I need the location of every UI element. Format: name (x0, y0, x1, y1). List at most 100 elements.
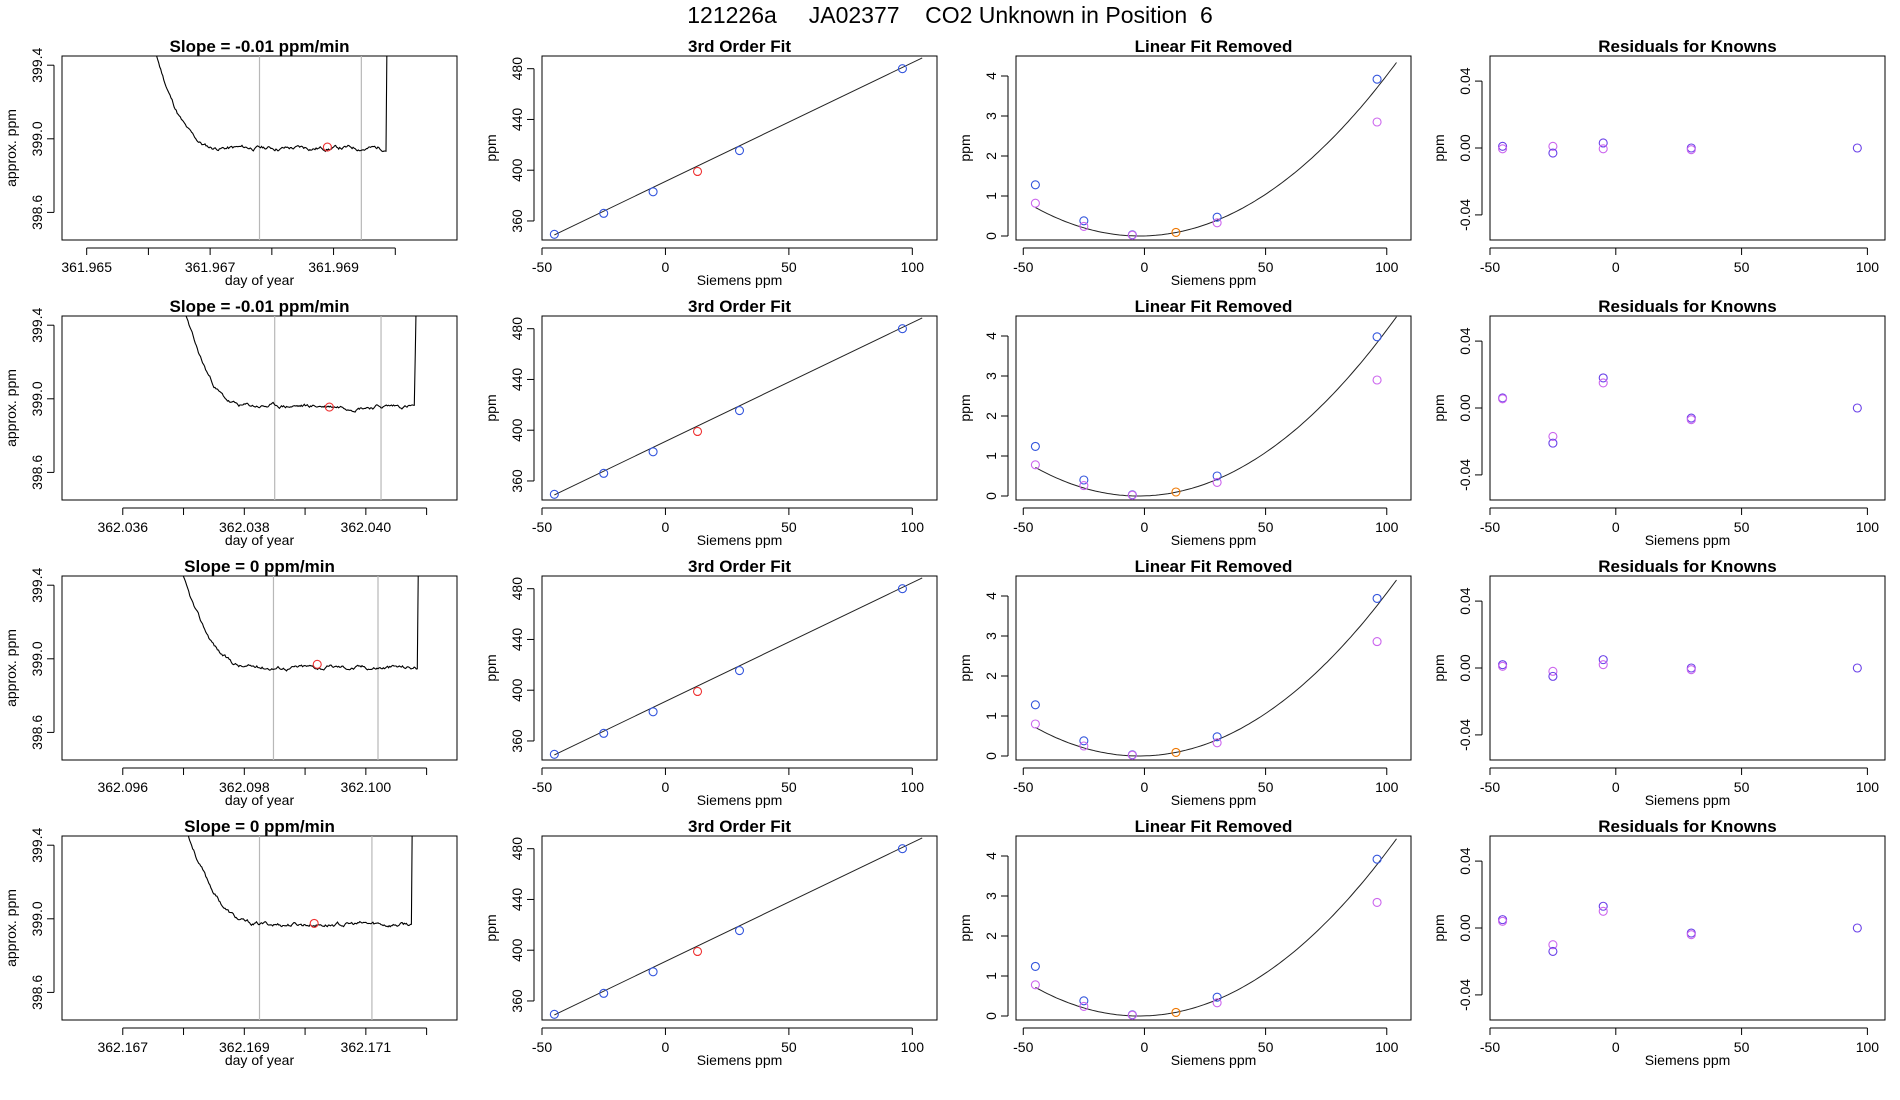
x-tick-label: 361.969 (308, 259, 359, 275)
x-tick-label: 0 (1612, 1039, 1620, 1055)
chart-panel-r4-c4: Residuals for Knowns -50 0 50 100 Siemens ppm… (1431, 817, 1886, 1068)
data-point (1127, 490, 1137, 500)
chart-panel-r2-c2: 3rd Order Fit -50 0 50 100 Siemens ppm 360 400 4… (483, 297, 938, 548)
x-tick-label: 50 (781, 1039, 797, 1055)
y-tick-label: 4 (983, 72, 999, 80)
x-tick-label: 100 (901, 779, 925, 795)
y-tick-label: 440 (509, 628, 525, 652)
data-point (1548, 666, 1558, 676)
y-tick-label: 3 (983, 632, 999, 640)
x-axis-label: Siemens ppm (1645, 532, 1731, 548)
x-tick-label: -50 (1013, 779, 1033, 795)
x-tick-label: -50 (532, 1039, 552, 1055)
data-point (549, 229, 559, 239)
y-tick-label: -0.04 (1457, 979, 1473, 1011)
y-tick-label: 399.0 (29, 641, 45, 676)
x-tick-label: 50 (1258, 259, 1274, 275)
data-layer (1498, 373, 1862, 448)
data-point (1372, 117, 1382, 127)
chart-title: Residuals for Knowns (1598, 557, 1777, 576)
fit-curve (1035, 579, 1397, 757)
data-point (1686, 415, 1696, 425)
data-point (1079, 481, 1089, 491)
y-axis-label: ppm (483, 134, 499, 161)
chart-title: Linear Fit Removed (1135, 817, 1293, 836)
data-point (1548, 141, 1558, 151)
data-layer (549, 577, 923, 759)
data-point (1079, 736, 1089, 746)
data-point (897, 64, 907, 74)
y-tick-label: 400 (509, 158, 525, 182)
x-axis-label: Siemens ppm (697, 272, 783, 288)
y-tick-label: 398.6 (29, 975, 45, 1010)
data-point (1212, 212, 1222, 222)
x-tick-label: -50 (1480, 259, 1500, 275)
chart-title: Residuals for Knowns (1598, 37, 1777, 56)
x-tick-label: 0 (662, 259, 670, 275)
chart-title: 3rd Order Fit (688, 817, 791, 836)
y-tick-label: 400 (509, 938, 525, 962)
data-point (1498, 394, 1508, 404)
chart-panel-r3-c1: Slope = 0 ppm/min 362.096 362.098 362.100 da… (3, 557, 458, 808)
data-point (648, 447, 658, 457)
chart-panel-r4-c3: Linear Fit Removed -50 0 50 100 Siemens ppm 0 1… (957, 817, 1412, 1068)
data-point (1498, 144, 1508, 154)
x-axis-label: Siemens ppm (1171, 792, 1257, 808)
data-point (549, 1009, 559, 1019)
data-layer (182, 576, 419, 760)
y-axis-label: approx. ppm (3, 109, 19, 187)
y-tick-label: 3 (983, 892, 999, 900)
plot-frame (1015, 315, 1412, 501)
data-point (897, 324, 907, 334)
y-tick-label: 0 (983, 752, 999, 760)
y-tick-label: 1 (983, 712, 999, 720)
y-axis-label: ppm (483, 914, 499, 941)
x-tick-label: 50 (1734, 259, 1750, 275)
data-layer (185, 316, 417, 500)
data-point (648, 967, 658, 977)
x-tick-label: -50 (1013, 1039, 1033, 1055)
ppm-trace (156, 56, 388, 153)
plot-frame (1015, 835, 1412, 1021)
y-tick-label: -0.04 (1457, 199, 1473, 231)
y-tick-label: 398.6 (29, 455, 45, 490)
data-point (1372, 593, 1382, 603)
data-point (1598, 655, 1608, 665)
data-point (1372, 375, 1382, 385)
x-tick-label: 0 (1141, 1039, 1149, 1055)
x-tick-label: 50 (1734, 779, 1750, 795)
x-tick-label: 50 (1734, 519, 1750, 535)
x-tick-label: -50 (1480, 1039, 1500, 1055)
data-layer (1030, 316, 1397, 500)
x-tick-label: 100 (901, 259, 925, 275)
x-tick-label: 100 (1375, 519, 1399, 535)
data-point (1079, 221, 1089, 231)
x-tick-label: -50 (532, 259, 552, 275)
y-tick-label: 0.04 (1457, 847, 1473, 874)
data-point (1030, 961, 1040, 971)
x-tick-label: 100 (1856, 1039, 1880, 1055)
data-point (1686, 930, 1696, 940)
chart-panel-r1-c4: Residuals for Knowns -50 0 50 100 -0.04 0.00 0.… (1431, 37, 1886, 275)
plot-frame (541, 315, 938, 501)
x-tick-label: 50 (1258, 1039, 1274, 1055)
y-axis-label: ppm (1431, 134, 1447, 161)
data-layer (1030, 579, 1397, 760)
y-tick-label: 480 (509, 317, 525, 341)
y-tick-label: 440 (509, 888, 525, 912)
y-tick-label: 3 (983, 372, 999, 380)
data-point (1030, 719, 1040, 729)
y-axis-label: approx. ppm (3, 369, 19, 447)
data-point (648, 187, 658, 197)
x-tick-label: 50 (781, 519, 797, 535)
chart-title: Linear Fit Removed (1135, 37, 1293, 56)
y-tick-label: 399.0 (29, 121, 45, 156)
ppm-trace (182, 576, 419, 672)
data-point (1598, 660, 1608, 670)
y-tick-label: 360 (509, 209, 525, 233)
x-tick-label: 0 (662, 519, 670, 535)
data-point (1598, 138, 1608, 148)
data-point (1030, 700, 1040, 710)
figure-title: 121226a JA02377 CO2 Unknown in Position … (687, 2, 1213, 28)
data-point (1127, 1010, 1137, 1020)
